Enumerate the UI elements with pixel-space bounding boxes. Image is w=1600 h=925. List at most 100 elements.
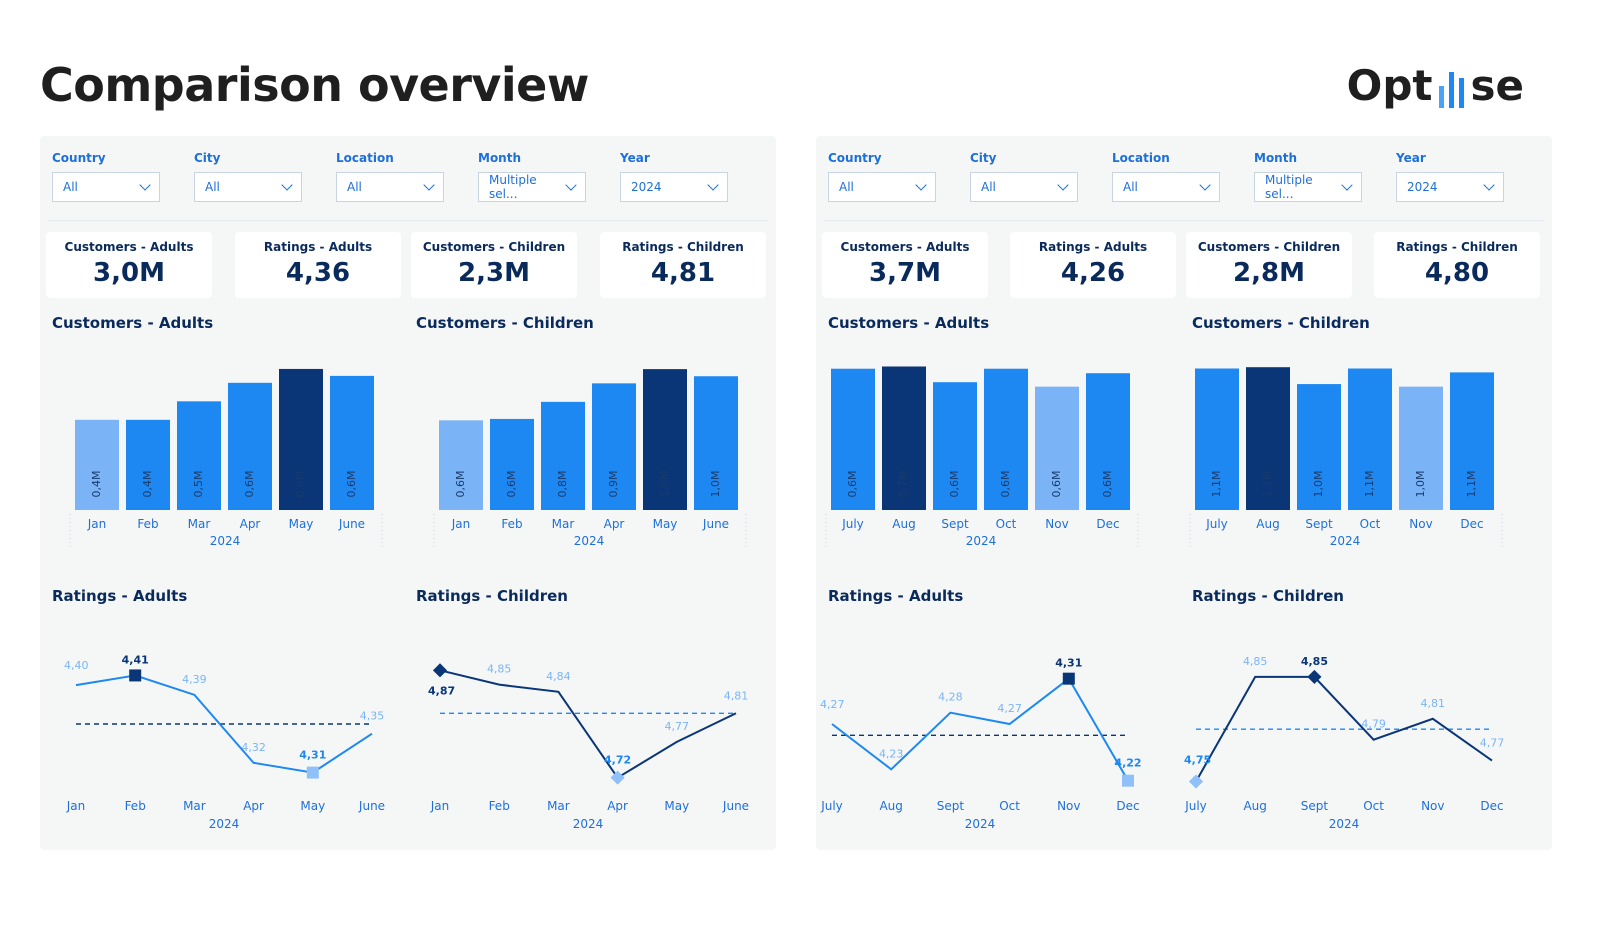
filter-month: Month Multiple sel... [478,150,620,210]
month-dropdown[interactable]: Multiple sel... [1254,172,1362,202]
kpi-value: 4,26 [1060,258,1126,288]
month-dropdown[interactable]: Multiple sel... [478,172,586,202]
point-data-label: 4,85 [487,663,512,676]
dropdown-value: All [205,180,220,194]
x-axis-year-label: 2024 [210,534,241,548]
city-dropdown[interactable]: All [970,172,1078,202]
kpi-value: 2,3M [458,258,530,288]
min-marker [306,766,319,779]
page-title: Comparison overview [40,58,589,112]
kpi-card-customers-adults: Customers - Adults 3,7M [822,232,988,298]
dropdown-value: Multiple sel... [1265,173,1313,201]
chevron-down-icon [139,179,151,191]
bar [1348,368,1392,510]
kpi-card-ratings-children: Ratings - Children 4,81 [600,232,766,298]
location-dropdown[interactable]: All [1112,172,1220,202]
bar [694,376,738,510]
kpi-label: Customers - Adults [64,240,194,254]
point-data-label: 4,81 [724,689,749,702]
divider [824,220,1544,221]
bar-data-label: 0,8M [556,471,569,498]
bar-data-label: 0,6M [454,471,467,498]
chevron-down-icon [1199,179,1211,191]
x-tick-label: July [1205,517,1228,531]
point-data-label: 4,35 [360,710,385,723]
logo-bars-icon [1438,72,1464,108]
kpi-row: Customers - Adults 3,0M Ratings - Adults 4… [46,232,770,298]
bar [1450,372,1494,510]
point-data-label: 4,85 [1243,655,1268,668]
chevron-down-icon [281,179,293,191]
country-dropdown[interactable]: All [828,172,936,202]
chevron-down-icon [707,179,719,191]
year-dropdown[interactable]: 2024 [620,172,728,202]
kpi-value: 3,0M [93,258,165,288]
bar-chart-customers-adults: 0,4M Jan 0,4M Feb 0,5M Mar 0,6M Apr 0,6M May 0,6M J… [69,368,383,550]
filter-city: City All [970,150,1112,210]
bar-data-label: 1,1M [1261,471,1274,498]
x-tick-label: Nov [1057,799,1080,813]
bar [1035,386,1079,510]
x-tick-label: June [338,517,365,531]
point-data-label: 4,77 [665,720,690,733]
bar [330,375,374,510]
point-data-label: 4,31 [299,749,326,762]
point-data-label: 4,27 [997,702,1022,715]
kpi-card-ratings-children: Ratings - Children 4,80 [1374,232,1540,298]
x-tick-label: Aug [1243,799,1266,813]
chevron-down-icon [915,179,927,191]
x-tick-label: Oct [1360,517,1381,531]
bar [75,419,119,510]
series-line [831,677,1129,782]
series-line [75,674,373,774]
year-dropdown[interactable]: 2024 [1396,172,1504,202]
location-dropdown[interactable]: All [336,172,444,202]
x-tick-label: Jan [430,799,450,813]
max-marker [1307,669,1322,684]
filter-label: Month [1254,151,1298,165]
bar-data-label: 0,6M [999,471,1012,498]
bar-data-label: 0,6M [1101,471,1114,498]
filter-year: Year 2024 [620,150,762,210]
x-tick-label: Sept [1305,517,1333,531]
kpi-card-ratings-adults: Ratings - Adults 4,36 [235,232,401,298]
bar-data-label: 1,1M [1363,471,1376,498]
country-dropdown[interactable]: All [52,172,160,202]
dropdown-value: 2024 [1407,180,1438,194]
x-tick-label: May [664,799,689,813]
kpi-label: Customers - Adults [840,240,970,254]
chart-title: Ratings - Adults [828,587,964,605]
kpi-value: 2,8M [1233,258,1305,288]
bar-data-label: 1,1M [1465,471,1478,498]
comparison-panel-right: Country All City All Location All Month Mult… [816,136,1552,850]
filter-month: Month Multiple sel... [1254,150,1396,210]
kpi-row: Customers - Adults 3,7M Ratings - Adults 4… [822,232,1546,298]
kpi-label: Ratings - Children [1396,240,1518,254]
x-tick-label: Sept [1301,799,1329,813]
filter-label: City [194,151,221,165]
x-tick-label: Feb [501,517,522,531]
point-data-label: 4,84 [546,670,571,683]
kpi-card-customers-adults: Customers - Adults 3,0M [46,232,212,298]
x-tick-label: Aug [1256,517,1279,531]
filter-bar: Country All City All Location All Month Mult… [52,150,762,210]
city-dropdown[interactable]: All [194,172,302,202]
bar-data-label: 0,4M [90,471,103,498]
optilyse-logo: Opt se [1347,58,1524,110]
x-axis-year-label: 2024 [1329,817,1360,831]
x-tick-label: Feb [137,517,158,531]
dropdown-value: Multiple sel... [489,173,537,201]
bar-chart-customers-adults: 0,6M July 0,7M Aug 0,6M Sept 0,6M Oct 0,6M Nov 0,6… [825,366,1139,550]
bar [126,419,170,510]
point-data-label: 4,79 [1361,718,1386,731]
chevron-down-icon [1057,179,1069,191]
point-data-label: 4,75 [1184,754,1211,767]
x-tick-label: July [820,799,843,813]
point-data-label: 4,85 [1301,655,1328,668]
bar-data-label: 0,6M [294,471,307,498]
kpi-value: 4,80 [1424,258,1490,288]
point-data-label: 4,23 [879,747,904,760]
x-tick-label: Aug [879,799,902,813]
point-data-label: 4,87 [428,684,455,697]
bar-data-label: 0,4M [141,471,154,498]
